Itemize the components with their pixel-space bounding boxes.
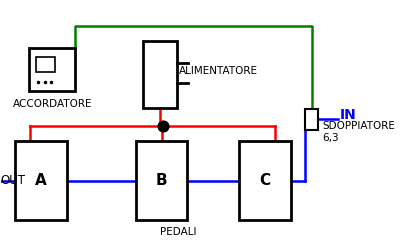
Bar (29, 48, 76, 91)
Text: ACCORDATORE: ACCORDATORE (12, 99, 92, 108)
Text: A: A (35, 173, 46, 188)
Bar (239, 141, 291, 220)
Text: ALIMENTATORE: ALIMENTATORE (178, 66, 258, 76)
Text: IN: IN (340, 108, 356, 122)
Bar (15, 141, 66, 220)
Bar (305, 109, 318, 130)
Text: B: B (156, 173, 168, 188)
Text: C: C (259, 173, 270, 188)
Bar (36, 57, 55, 72)
Text: OUT: OUT (1, 174, 26, 187)
Text: PEDALI: PEDALI (160, 227, 197, 237)
Bar (136, 141, 188, 220)
Bar (143, 41, 177, 108)
Point (159, 124, 166, 128)
Text: SDOPPIATORE
6,3: SDOPPIATORE 6,3 (322, 121, 395, 143)
